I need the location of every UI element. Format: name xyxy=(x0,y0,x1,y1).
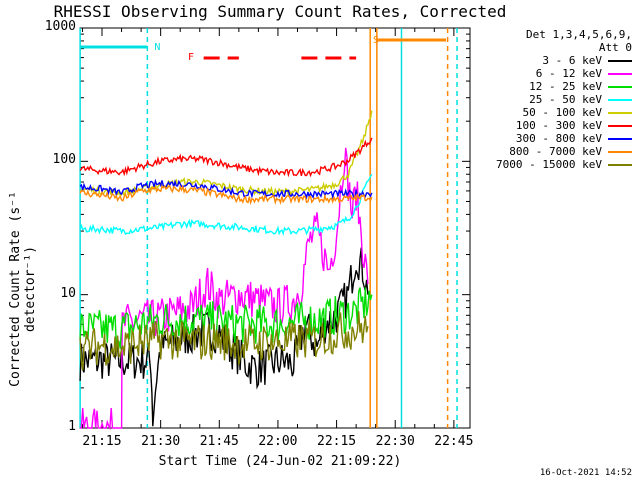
legend-swatch xyxy=(608,59,632,62)
x-tick-label: 22:30 xyxy=(375,434,415,449)
legend-label: 800 - 7000 keV xyxy=(509,145,602,158)
series-line xyxy=(79,247,369,427)
x-tick-label: 22:00 xyxy=(258,434,298,449)
y-axis-label: Corrected Count Rate (s⁻¹ detector⁻¹) xyxy=(8,191,38,387)
series-line xyxy=(79,287,373,349)
series-line xyxy=(80,147,369,431)
series-line xyxy=(79,110,373,198)
legend-entry: 50 - 100 keV xyxy=(480,106,636,119)
y-tick-label: 10 xyxy=(60,285,76,301)
legend-swatch xyxy=(608,72,632,75)
legend-swatch xyxy=(608,124,632,127)
x-tick-label: 22:45 xyxy=(434,434,474,449)
legend-label: 300 - 800 keV xyxy=(515,132,602,145)
legend-swatch xyxy=(608,163,632,166)
legend-label: 6 - 12 keV xyxy=(535,67,602,80)
legend-entry: 12 - 25 keV xyxy=(480,80,636,93)
chart-title: RHESSI Observing Summary Count Rates, Co… xyxy=(53,2,507,21)
legend-header-1: Det 1,3,4,5,6,9, xyxy=(526,28,632,41)
series-line xyxy=(79,173,373,236)
y-tick-label: 1000 xyxy=(44,19,76,34)
y-tick-label: 1 xyxy=(68,419,76,434)
flag-label: S xyxy=(373,35,379,46)
legend-entry: 25 - 50 keV xyxy=(480,93,636,106)
legend-label: 50 - 100 keV xyxy=(522,106,602,119)
series-line xyxy=(79,178,373,200)
legend-swatch xyxy=(608,150,632,153)
series-line xyxy=(79,137,373,178)
legend-header-2: Att 0 xyxy=(598,41,632,54)
legend-rows: 3 - 6 keV 6 - 12 keV 12 - 25 keV 25 - 50 ke… xyxy=(480,54,636,171)
legend-entry: 6 - 12 keV xyxy=(480,67,636,80)
x-tick-label: 21:30 xyxy=(141,434,181,449)
legend-entry: 3 - 6 keV xyxy=(480,54,636,67)
legend-entry: 300 - 800 keV xyxy=(480,132,636,145)
legend-label: 100 - 300 keV xyxy=(515,119,602,132)
legend: Det 1,3,4,5,6,9, Att 0 3 - 6 keV 6 - 12 k… xyxy=(480,28,636,171)
x-tick-label: 22:15 xyxy=(317,434,357,449)
legend-entry: 7000 - 15000 keV xyxy=(480,158,636,171)
legend-swatch xyxy=(608,111,632,114)
flag-label: N xyxy=(154,42,160,53)
x-tick-label: 21:15 xyxy=(82,434,122,449)
legend-label: 7000 - 15000 keV xyxy=(496,158,602,171)
legend-label: 3 - 6 keV xyxy=(542,54,602,67)
timestamp: 16-Oct-2021 14:52 xyxy=(539,468,632,478)
series-line xyxy=(79,311,369,371)
legend-label: 12 - 25 keV xyxy=(529,80,602,93)
y-tick-label: 100 xyxy=(52,152,76,168)
legend-label: 25 - 50 keV xyxy=(529,93,602,106)
legend-swatch xyxy=(608,137,632,140)
legend-entry: 800 - 7000 keV xyxy=(480,145,636,158)
x-tick-label: 21:45 xyxy=(199,434,239,449)
series-line xyxy=(79,184,373,206)
flag-label: F xyxy=(188,52,194,63)
legend-swatch xyxy=(608,85,632,88)
x-axis-label: Start Time (24-Jun-02 21:09:22) xyxy=(158,454,402,469)
legend-swatch xyxy=(608,98,632,101)
legend-entry: 100 - 300 keV xyxy=(480,119,636,132)
